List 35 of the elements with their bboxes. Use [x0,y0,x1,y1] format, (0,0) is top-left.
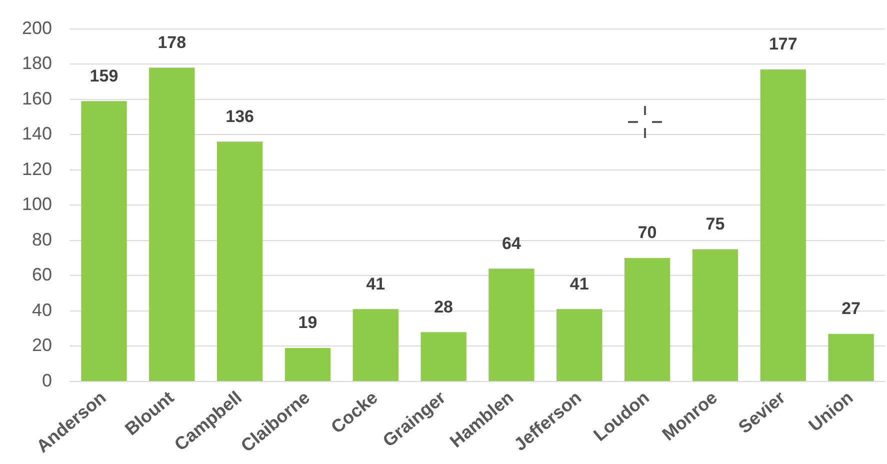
bar [692,249,738,381]
y-tick-label: 100 [22,194,52,214]
y-tick-label: 160 [22,88,52,108]
bar [420,332,466,381]
bar [488,268,534,381]
bar [216,142,263,381]
y-tick-label: 140 [22,124,52,144]
data-label: 27 [842,299,861,318]
data-label: 19 [298,313,318,332]
y-tick-label: 20 [32,335,52,356]
y-tick-label: 120 [22,158,52,179]
bar [81,101,127,381]
data-label: 64 [502,234,522,253]
data-label: 70 [638,223,657,242]
data-label: 75 [706,214,725,234]
y-tick-label: 180 [22,53,52,74]
bar [284,348,331,381]
y-tick-label: 40 [32,300,52,320]
data-label: 41 [570,274,589,294]
bar [149,68,195,381]
bar [828,334,874,381]
data-label: 28 [434,297,454,316]
data-label: 136 [226,106,254,126]
data-label: 159 [90,66,118,86]
bar [624,258,670,381]
data-label: 177 [768,34,798,54]
y-tick-label: 60 [32,264,52,285]
y-tick-label: 80 [32,229,52,250]
data-label: 178 [158,32,186,52]
y-tick-label: 200 [22,18,52,38]
bar [352,309,398,381]
bar [556,309,602,381]
data-label: 41 [366,274,386,294]
y-tick-label: 0 [42,370,52,390]
bar [760,69,806,381]
